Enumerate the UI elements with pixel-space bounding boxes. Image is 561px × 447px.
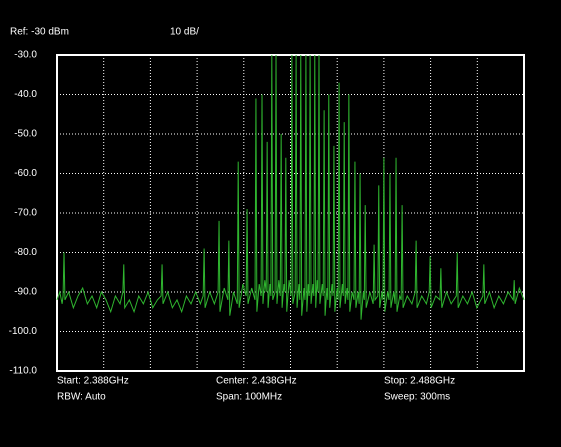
footer-text: RBW: Auto bbox=[57, 392, 106, 403]
y-tick-label: -60.0 bbox=[14, 168, 37, 179]
y-tick-label: -40.0 bbox=[14, 89, 37, 100]
footer-text: Start: 2.388GHz bbox=[57, 376, 129, 387]
footer-text: Sweep: 300ms bbox=[384, 392, 450, 403]
y-tick-label: -50.0 bbox=[14, 129, 37, 140]
y-tick-label: -80.0 bbox=[14, 247, 37, 258]
plot-border bbox=[56, 54, 525, 372]
y-tick-label: -110.0 bbox=[9, 366, 37, 377]
header-text: 10 dB/ bbox=[170, 27, 199, 38]
y-tick-label: -90.0 bbox=[14, 287, 37, 298]
footer-text: Stop: 2.488GHz bbox=[384, 376, 455, 387]
y-tick-label: -30.0 bbox=[14, 50, 37, 61]
footer-text: Span: 100MHz bbox=[216, 392, 282, 403]
footer-text: Center: 2.438GHz bbox=[216, 376, 297, 387]
y-tick-label: -70.0 bbox=[14, 208, 37, 219]
header-text: Ref: -30 dBm bbox=[10, 27, 69, 38]
y-tick-label: -100.0 bbox=[9, 326, 38, 337]
trace-line bbox=[56, 54, 525, 320]
